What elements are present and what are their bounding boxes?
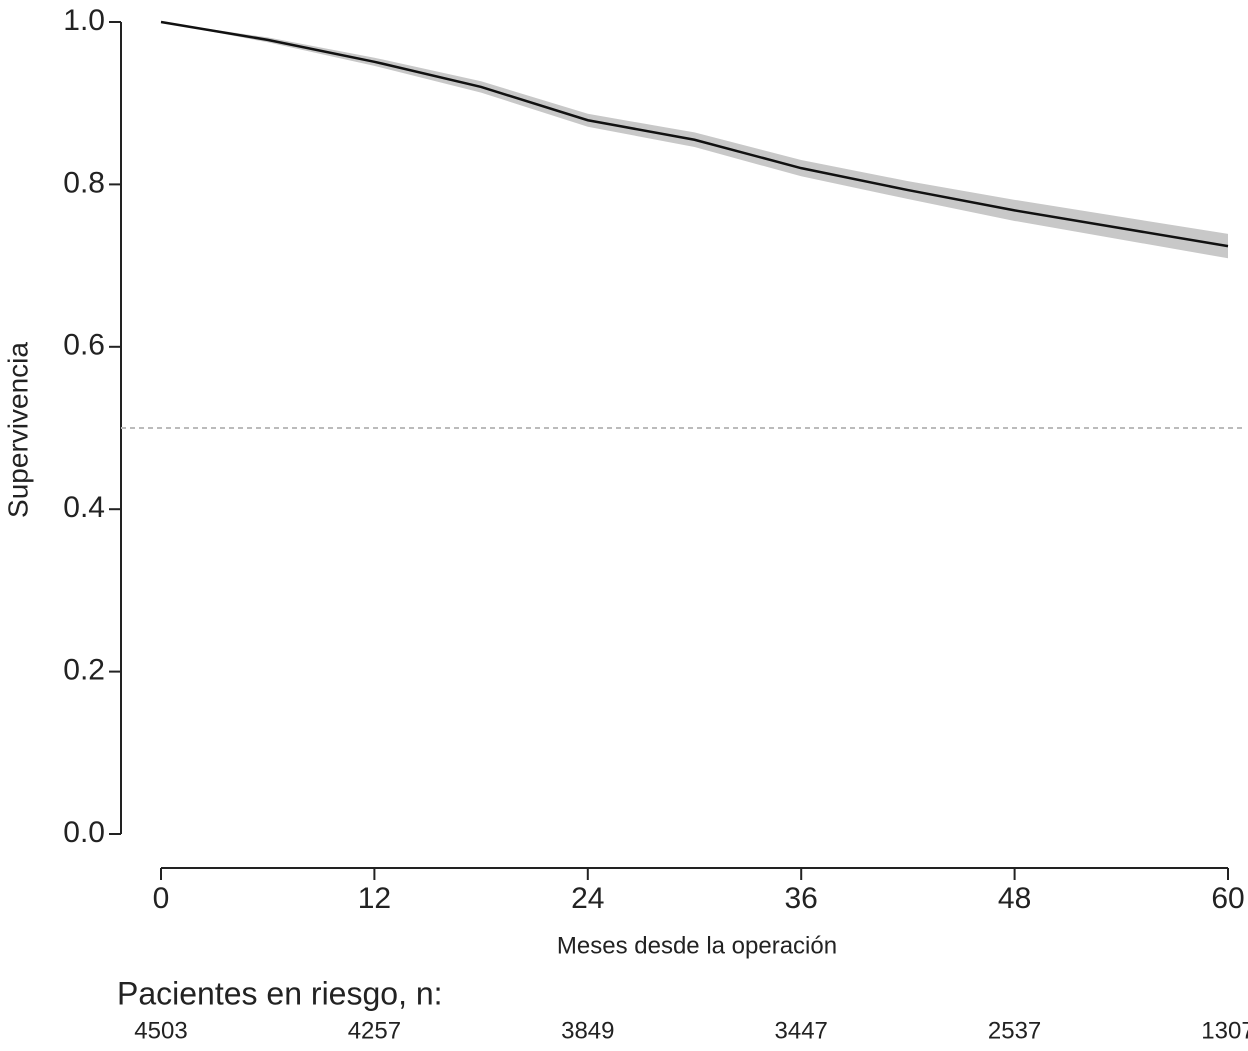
at-risk-count: 4257: [348, 1017, 401, 1044]
y-tick-label: 1.0: [63, 4, 105, 37]
at-risk-count: 4503: [134, 1017, 187, 1044]
y-tick-label: 0.4: [63, 491, 105, 524]
x-tick-label: 0: [153, 882, 170, 915]
at-risk-count: 1307: [1201, 1017, 1248, 1044]
at-risk-title: Pacientes en riesgo, n:: [117, 975, 443, 1011]
y-tick-label: 0.6: [63, 329, 105, 362]
at-risk-count: 3447: [775, 1017, 828, 1044]
y-tick-label: 0.2: [63, 654, 105, 687]
y-tick-label: 0.0: [63, 816, 105, 849]
x-axis-label: Meses desde la operación: [557, 932, 837, 959]
at-risk-count: 2537: [988, 1017, 1041, 1044]
x-tick-label: 24: [571, 882, 604, 915]
x-tick-label: 12: [358, 882, 391, 915]
survival-line: [160, 20, 1229, 248]
y-axis-label: Supervivencia: [2, 342, 33, 518]
x-tick-label: 48: [998, 882, 1031, 915]
y-tick-label: 0.8: [63, 166, 105, 199]
at-risk-count: 3849: [561, 1017, 614, 1044]
x-tick-label: 60: [1211, 882, 1244, 915]
x-tick-label: 36: [785, 882, 818, 915]
